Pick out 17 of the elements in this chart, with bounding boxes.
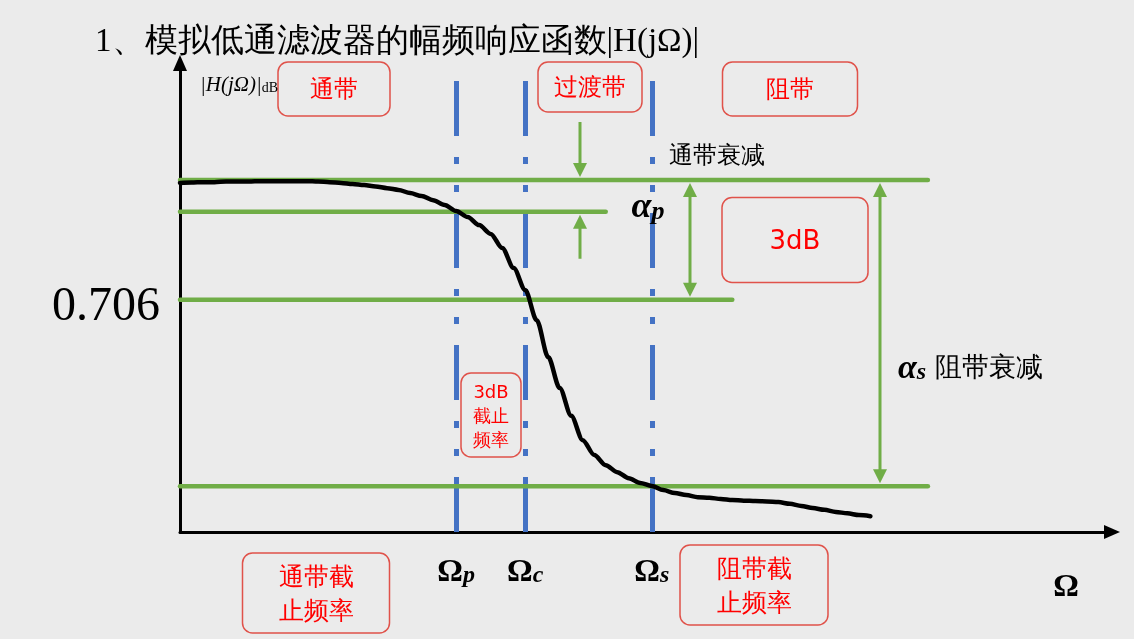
text: 阻带截止频率	[716, 553, 792, 617]
x-axis-title: Ω	[1053, 567, 1079, 603]
text: 0.706	[52, 276, 160, 330]
annotation: 3dB	[769, 225, 821, 255]
chart-title: 1、模拟低通滤波器的幅频响应函数|H(jΩ)|	[95, 22, 700, 59]
x-tick-label: Ωc	[507, 552, 544, 588]
annotation: αs 阻带衰减	[898, 347, 1043, 385]
annotation: 3dB截止频率	[473, 380, 509, 450]
x-tick-label: Ωp	[437, 552, 475, 588]
text: 阻带	[766, 75, 814, 103]
text: 过渡带	[554, 73, 626, 101]
text: 通带衰减	[669, 141, 765, 169]
annotation: αp	[631, 185, 665, 225]
x-tick-label: Ωs	[634, 552, 670, 588]
y-axis-title: |H(jΩ)|dB	[200, 72, 279, 96]
text: 通带截止频率	[278, 561, 354, 625]
text: 通带	[310, 75, 358, 103]
